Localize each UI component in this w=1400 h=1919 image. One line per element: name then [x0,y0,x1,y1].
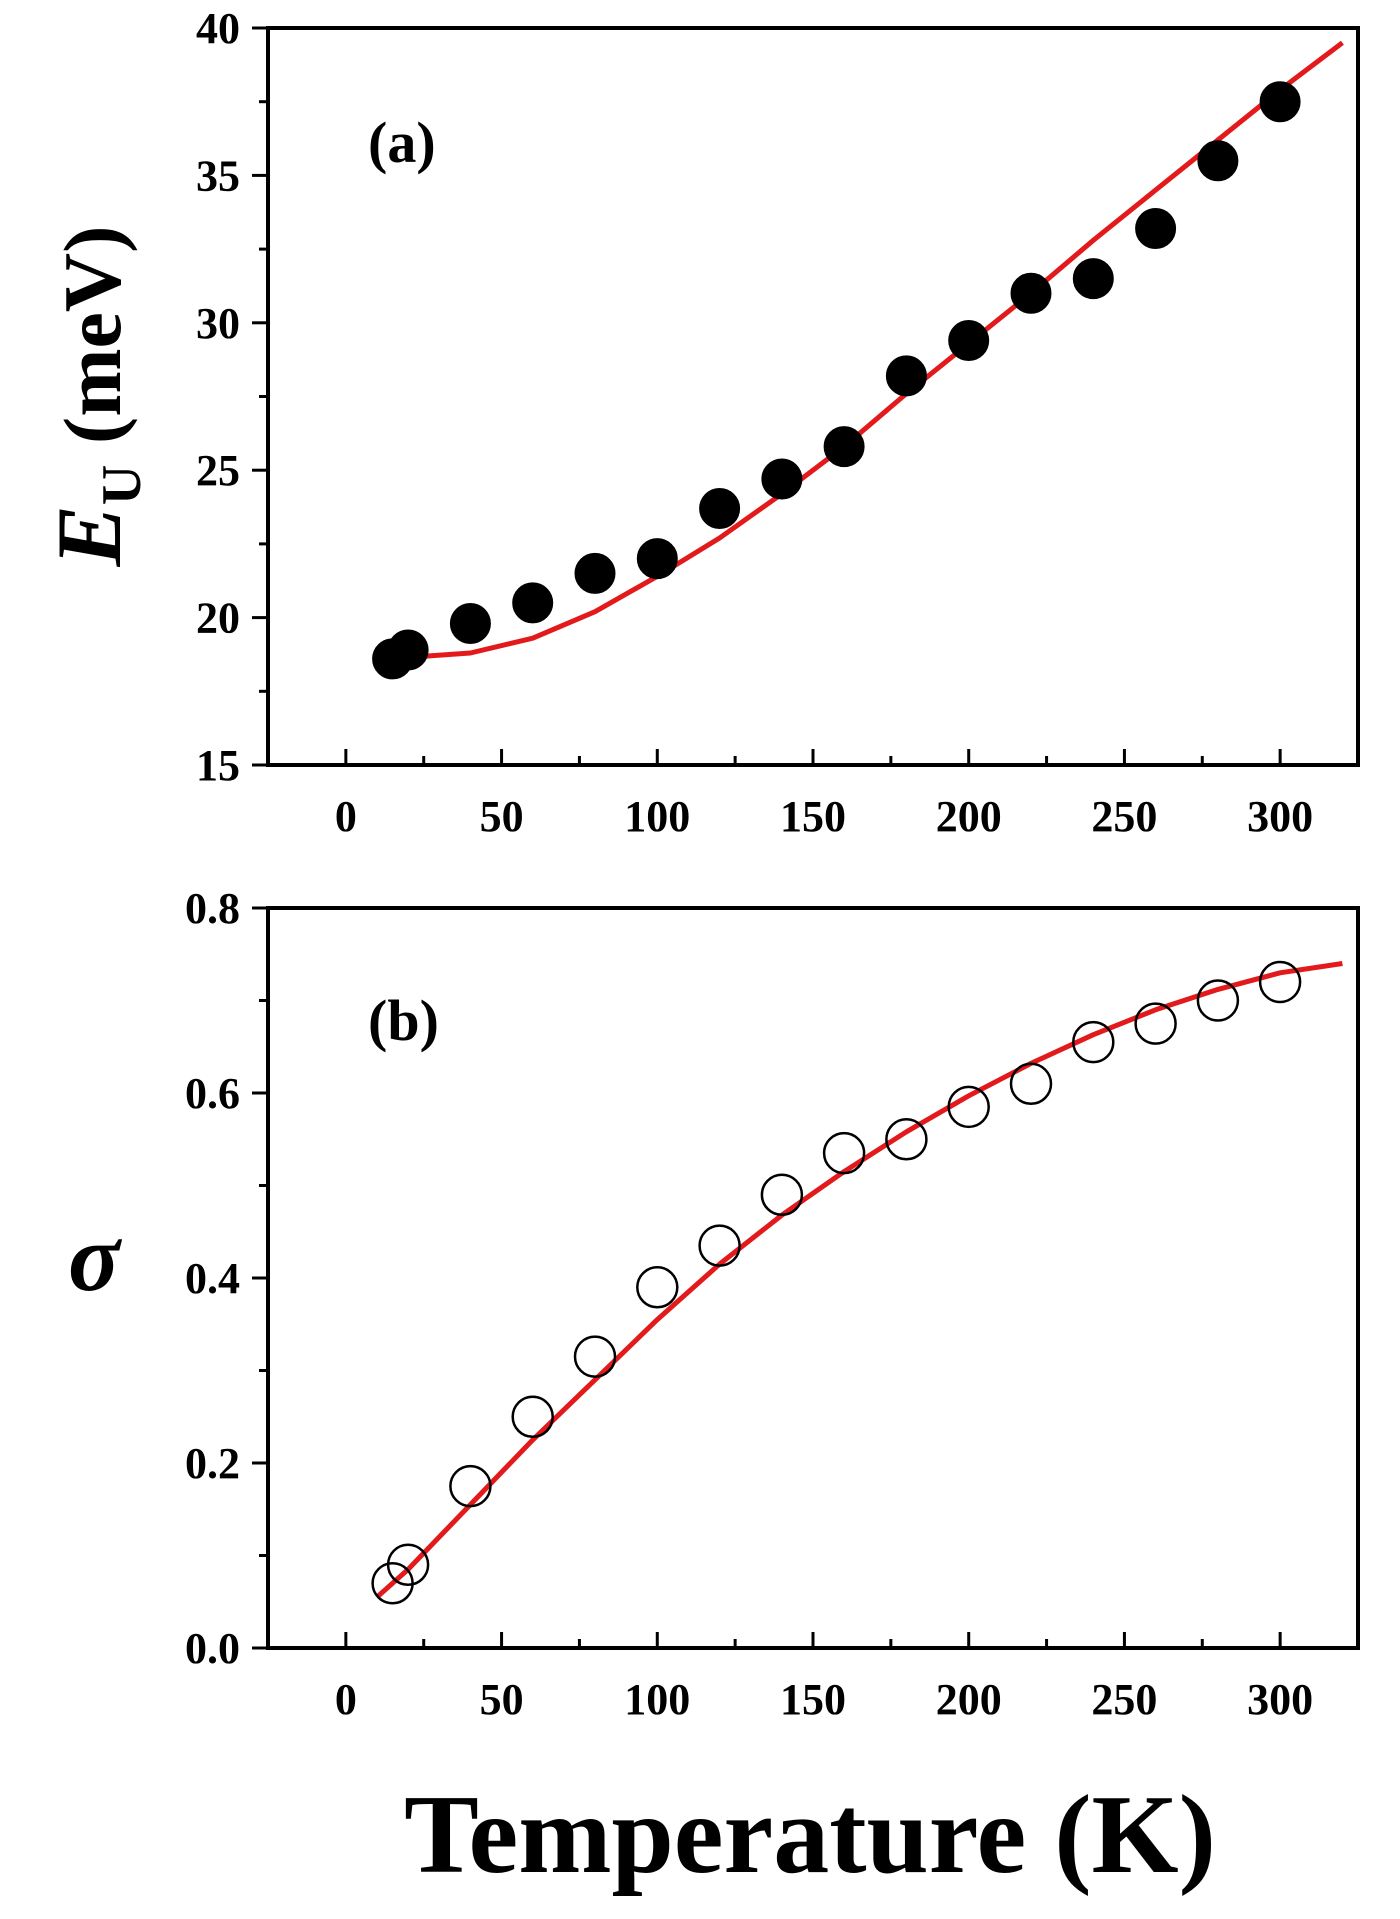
data-point [1072,1020,1115,1064]
data-point [512,582,554,624]
x-tick-label: 250 [1091,1675,1157,1724]
data-points-a [372,81,1301,680]
x-tick-label: 0 [335,792,357,841]
data-point [760,1173,804,1217]
ticks-b [252,906,1282,1650]
fit-line-b [375,961,1343,1599]
data-point [574,552,616,594]
data-point [573,1335,617,1378]
x-tick-label: 300 [1247,792,1313,841]
x-tick-label: 50 [480,1675,524,1724]
y-tick-label: 15 [196,741,240,790]
panel-b: 0 50 100 150 200 250 300 0.0 0.2 0.4 0.6 0.8 (b) σ [68,884,1360,1724]
y-axis-symbol-a: E [38,505,140,567]
y-tick-label: 20 [196,594,240,643]
y-tick-label: 0.8 [185,884,240,933]
x-tick-label: 100 [624,1675,690,1724]
data-point [947,1085,990,1129]
data-point [1010,272,1052,314]
x-tick-label: 250 [1091,792,1157,841]
data-point [761,458,803,500]
data-point [1009,1062,1053,1106]
y-tick-label: 30 [196,299,240,348]
data-point [698,1224,741,1267]
data-point [636,538,678,580]
x-tick-label: 100 [624,792,690,841]
x-tick-label: 50 [480,792,524,841]
y-axis-unit-a: (meV) [47,226,138,445]
data-point [387,629,429,671]
panel-label-b: (b) [368,988,439,1053]
data-point [885,355,927,397]
fit-line-a [376,40,1344,660]
data-point [636,1266,679,1309]
tick-labels-b: 0 50 100 150 200 250 300 0.0 0.2 0.4 0.6 0.8 [185,884,1313,1724]
data-point [1258,960,1302,1004]
y-axis-title-a: EU (meV) [38,226,153,568]
x-axis-title: Temperature (K) [404,1773,1216,1897]
x-tick-label: 300 [1247,1675,1313,1724]
y-axis-subscript-a: U [91,465,153,505]
y-tick-label: 0.6 [185,1069,240,1118]
y-tick-label: 35 [196,151,240,200]
x-tick-label: 200 [936,792,1002,841]
data-point [1196,979,1240,1022]
data-point [449,1464,492,1508]
data-point [885,1118,928,1161]
data-point [823,426,865,468]
y-tick-label: 0.2 [185,1439,240,1488]
data-point [386,1543,430,1587]
data-point [1134,1002,1177,1045]
y-tick-label: 40 [196,4,240,53]
y-tick-label: 0.0 [185,1624,240,1673]
data-points-b [371,960,1302,1605]
data-point [1072,258,1114,300]
fit-curve [375,961,1343,1599]
fit-curve [376,40,1344,660]
data-point [948,320,990,361]
panel-label-a: (a) [368,110,436,175]
x-tick-label: 150 [780,792,846,841]
data-point [1259,81,1301,123]
y-axis-title-b: σ [68,1204,122,1311]
y-tick-label: 25 [196,446,240,495]
x-tick-label: 0 [335,1675,357,1724]
data-point [822,1131,866,1175]
x-tick-label: 200 [936,1675,1002,1724]
y-tick-label: 0.4 [185,1254,240,1303]
data-point [699,488,741,529]
tick-labels-a: 0 50 100 150 200 250 300 15 20 25 30 35 40 [196,4,1313,841]
data-point [449,603,491,644]
panel-a: 0 50 100 150 200 250 300 15 20 25 30 35 40 (a) EU (m… [38,4,1360,841]
y-axis-space-a [47,444,138,465]
ticks-a [252,26,1282,767]
data-point [1197,140,1239,182]
data-point [1135,208,1177,249]
data-point [511,1395,554,1439]
x-tick-label: 150 [780,1675,846,1724]
